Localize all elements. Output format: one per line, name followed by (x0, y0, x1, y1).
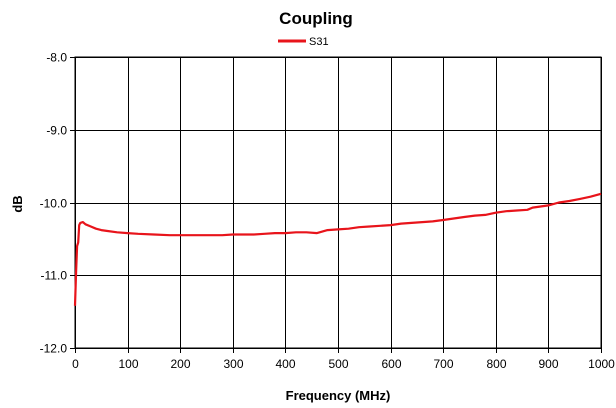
x-tick-label: 0 (72, 357, 79, 371)
x-tick-label: 600 (381, 357, 401, 371)
x-tick-label: 200 (170, 357, 190, 371)
series-group (73, 192, 602, 306)
y-tick-label: -9.0 (46, 124, 67, 138)
x-tick-label: 100 (118, 357, 138, 371)
x-tick-label: 900 (538, 357, 558, 371)
axis-ticks: 0 100 200 300 400 500 600 700 800 900 1000 -8.0 -9.0… (40, 51, 616, 372)
y-tick-label: -12.0 (40, 342, 68, 356)
x-tick-label: 400 (275, 357, 295, 371)
x-tick-label: 300 (223, 357, 243, 371)
x-tick-label: 700 (433, 357, 453, 371)
chart-title: Coupling (279, 9, 353, 28)
x-tick-label: 500 (328, 357, 348, 371)
y-axis-label: dB (10, 195, 25, 212)
legend-label-s31: S31 (309, 36, 329, 48)
series-line-s31 (73, 192, 602, 306)
x-axis-label: Frequency (MHz) (286, 388, 391, 403)
y-tick-label: -11.0 (41, 269, 68, 283)
y-tick-label: -10.0 (40, 197, 68, 211)
x-tick-label: 1000 (588, 357, 615, 371)
x-tick-label: 800 (486, 357, 506, 371)
y-tick-label: -8.0 (46, 51, 67, 65)
grid (75, 57, 602, 349)
legend: S31 (278, 36, 329, 48)
